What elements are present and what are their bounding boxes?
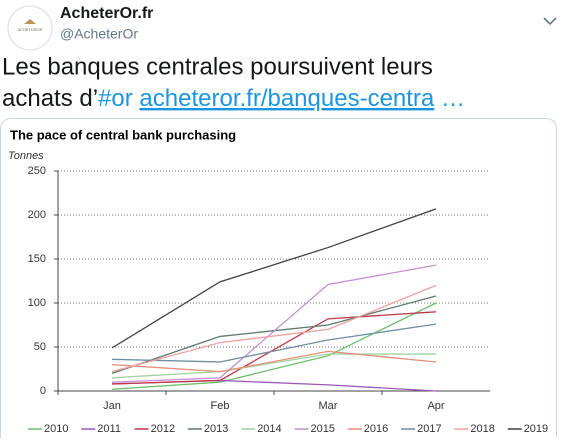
y-axis-label: Tonnes [8, 150, 44, 162]
avatar[interactable] [7, 5, 53, 51]
y-tick-label: 50 [34, 341, 46, 353]
y-tick-label: 100 [28, 297, 46, 309]
legend-label: 2017 [417, 423, 441, 435]
series-line [111, 323, 437, 363]
tweet-text-part: achats d’ [2, 85, 98, 112]
series-line [111, 264, 437, 383]
series-line [111, 353, 436, 379]
link[interactable]: acheteror.fr/banques-centra [139, 85, 434, 112]
ellipsis[interactable]: … [441, 85, 465, 112]
menu-chevron[interactable] [543, 17, 557, 26]
tweet-text: Les banques centrales poursuivent leurs [2, 53, 433, 80]
series-line [111, 208, 437, 349]
media-card[interactable] [0, 118, 557, 443]
legend-label: 2018 [470, 423, 494, 435]
x-tick-label: Feb [211, 400, 230, 412]
series-line [111, 302, 437, 390]
avatar-icon [24, 19, 36, 24]
chart-title: The pace of central bank purchasing [10, 127, 236, 142]
legend-label: 2015 [311, 423, 335, 435]
display-name[interactable]: AcheterOr.fr [60, 5, 153, 22]
legend-label: 2012 [151, 423, 175, 435]
series-line [111, 350, 437, 373]
x-tick-label: Jan [103, 400, 121, 412]
legend-label: 2010 [44, 423, 68, 435]
x-tick-label: Apr [427, 400, 444, 412]
legend-label: 2016 [364, 423, 388, 435]
avatar-text: ACHETEROR [17, 27, 42, 32]
x-tick-label: Mar [319, 400, 338, 412]
y-tick-label: 200 [28, 209, 46, 221]
legend-label: 2019 [524, 423, 548, 435]
legend-label: 2013 [204, 423, 228, 435]
series-line [111, 311, 437, 385]
legend-label: 2014 [257, 423, 281, 435]
series-line [111, 284, 437, 373]
handle[interactable]: @AcheterOr [60, 26, 138, 42]
y-tick-label: 250 [28, 165, 46, 177]
hashtag[interactable]: #or [98, 85, 133, 112]
plot: 0 50 100 150 200 250 Jan Feb Mar Apr 2010 2011 2012 2… [28, 165, 549, 435]
tweet-text: achats d’#or acheteror.fr/banques-centra… [2, 85, 465, 112]
legend-label: 2011 [97, 423, 121, 435]
y-tick-label: 0 [40, 385, 46, 397]
y-tick-label: 150 [28, 253, 46, 265]
